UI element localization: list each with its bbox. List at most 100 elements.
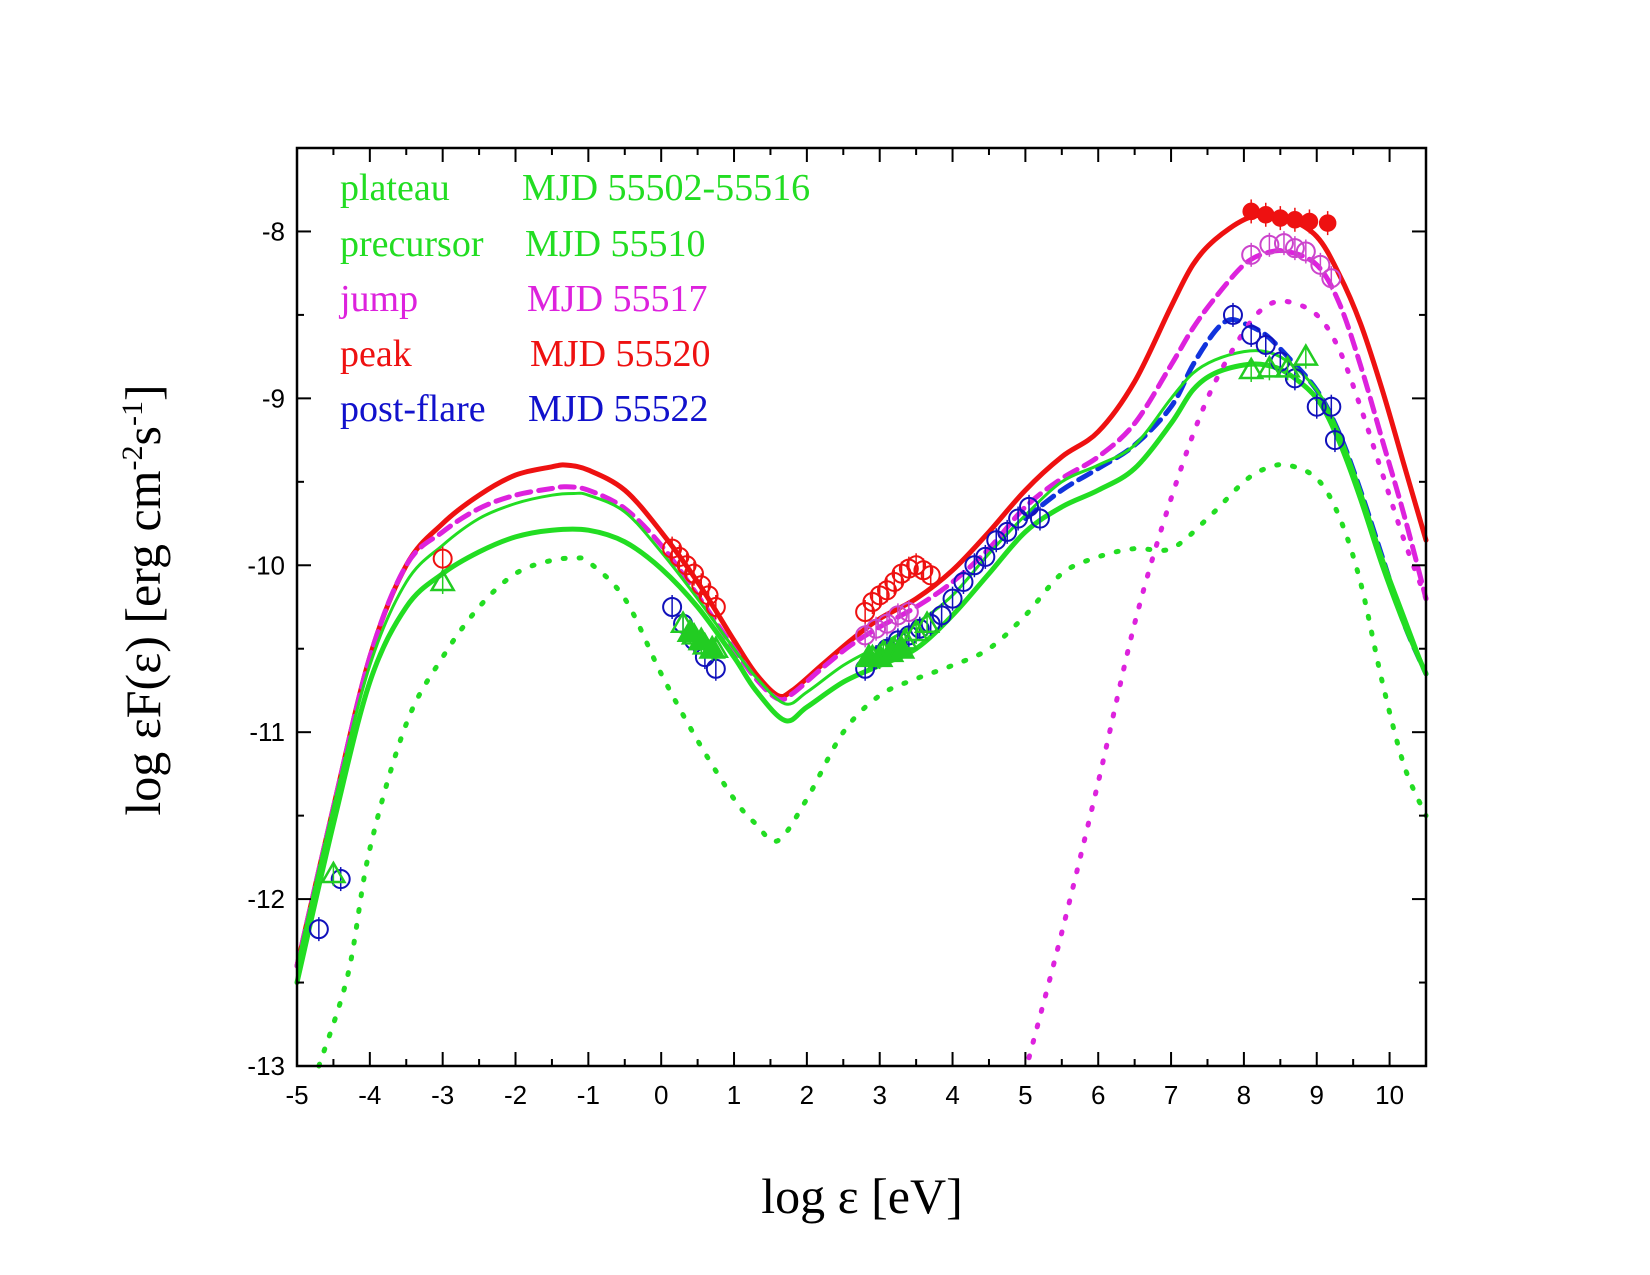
y-tick-label: -9 — [262, 383, 285, 413]
y-tick-label: -13 — [247, 1051, 285, 1081]
data-point-peak — [855, 602, 876, 623]
legend-mjd-3: MJD 55520 — [530, 333, 711, 375]
legend-state-2: jump — [338, 278, 418, 320]
data-point-jump — [1273, 233, 1294, 254]
data-point-post-flare — [1019, 496, 1040, 517]
y-tick-label: -10 — [247, 550, 285, 580]
data-point-peak — [862, 591, 883, 612]
x-tick-label: -5 — [285, 1080, 308, 1110]
data-point-jump — [855, 625, 876, 646]
data-point-post-flare — [1321, 396, 1342, 417]
legend-mjd-4: MJD 55522 — [528, 388, 709, 430]
data-point-plateau — [913, 610, 941, 633]
x-tick-label: -1 — [577, 1080, 600, 1110]
data-point-precursor — [887, 634, 916, 659]
x-tick-label: 5 — [1018, 1080, 1032, 1110]
model-curve-5 — [316, 462, 1429, 1069]
y-axis-title-s: s — [115, 426, 171, 445]
y-axis-title-exp2: -1 — [116, 401, 149, 426]
data-point-peak — [1257, 206, 1275, 224]
x-tick-label: 0 — [654, 1080, 668, 1110]
data-point-post-flare — [330, 869, 351, 890]
plot-frame — [295, 146, 1428, 1068]
data-point-post-flare — [662, 597, 683, 617]
data-point-peak — [1271, 209, 1290, 227]
data-point-plateau — [1274, 354, 1301, 378]
x-tick-label: 1 — [727, 1080, 741, 1110]
data-point-jump — [1295, 241, 1316, 262]
data-point-post-flare — [1241, 324, 1262, 345]
x-tick-label: 9 — [1310, 1080, 1324, 1110]
legend: plateau MJD 55502-55516 precursor MJD 55… — [338, 167, 810, 430]
data-point-jump — [1321, 268, 1342, 289]
legend-state-0: plateau — [340, 167, 450, 209]
data-point-peak — [1300, 212, 1319, 231]
data-point-plateau — [1256, 354, 1283, 378]
legend-mjd-1: MJD 55510 — [525, 223, 706, 265]
axes: -5 -4 -3 -2 -1 0 1 2 3 4 5 6 7 8 9 10-8-9-10-11-12-13 — [247, 148, 1426, 1110]
data-point-post-flare — [931, 605, 952, 626]
model-curve-6 — [1026, 298, 1429, 1061]
data-point-post-flare — [1255, 334, 1276, 355]
x-tick-label: 8 — [1237, 1080, 1251, 1110]
data-point-post-flare — [1324, 430, 1345, 451]
x-tick-label: 10 — [1375, 1080, 1404, 1110]
data-point-plateau — [429, 568, 456, 592]
data-point-peak — [705, 597, 726, 617]
data-point-jump — [1259, 234, 1280, 255]
x-tick-label: -4 — [358, 1080, 381, 1110]
data-point-post-flare — [1008, 508, 1029, 529]
legend-mjd-0: MJD 55502-55516 — [522, 167, 810, 209]
data-point-post-flare — [942, 588, 963, 609]
data-point-post-flare — [1029, 508, 1050, 529]
data-point-peak — [1242, 202, 1260, 221]
data-point-peak — [683, 563, 704, 584]
data-point-peak — [691, 575, 712, 596]
data-point-jump — [1241, 244, 1262, 265]
y-tick-label: -12 — [247, 884, 285, 914]
data-point-peak — [1286, 211, 1304, 229]
x-tick-label: 7 — [1164, 1080, 1178, 1110]
legend-state-3: peak — [340, 333, 412, 375]
data-point-jump — [1284, 238, 1305, 259]
data-point-peak — [432, 548, 453, 569]
legend-mjd-2: MJD 55517 — [527, 278, 708, 320]
data-point-jump — [866, 618, 887, 639]
legend-state-1: precursor — [340, 223, 484, 265]
data-point-plateau — [1238, 356, 1265, 380]
x-tick-label: 4 — [945, 1080, 959, 1110]
data-point-jump — [898, 602, 919, 623]
data-point-precursor — [698, 634, 726, 659]
x-tick-label: 3 — [872, 1080, 886, 1110]
data-point-jump — [1310, 254, 1331, 275]
x-tick-label: -3 — [431, 1080, 454, 1110]
data-point-plateau — [1292, 343, 1319, 366]
y-axis-title-main: log εF(ε) [erg cm — [115, 470, 171, 815]
data-point-post-flare — [997, 521, 1018, 542]
data-point-plateau — [320, 860, 347, 884]
data-point-peak — [1318, 214, 1337, 232]
y-axis-title: log εF(ε) [erg cm-2s-1] — [115, 384, 171, 815]
data-point-post-flare — [308, 919, 329, 940]
y-tick-label: -11 — [249, 717, 285, 747]
data-point-post-flare — [975, 546, 996, 567]
data-points — [308, 199, 1345, 942]
data-point-post-flare — [1222, 304, 1243, 325]
data-point-post-flare — [898, 625, 919, 646]
data-point-peak — [698, 585, 719, 606]
x-tick-label: 6 — [1091, 1080, 1105, 1110]
data-point-post-flare — [953, 571, 974, 592]
x-tick-label: 2 — [800, 1080, 814, 1110]
legend-state-4: post-flare — [340, 388, 486, 430]
y-axis-title-close: ] — [115, 384, 171, 401]
y-tick-label: -8 — [262, 216, 285, 246]
data-point-peak — [920, 565, 941, 586]
model-curve-1 — [294, 248, 1429, 969]
data-point-post-flare — [1306, 396, 1327, 417]
x-tick-label: -2 — [504, 1080, 527, 1110]
x-axis-title: log ε [eV] — [761, 1168, 963, 1224]
data-point-jump — [887, 605, 908, 626]
y-axis-title-exp1: -2 — [116, 445, 149, 470]
